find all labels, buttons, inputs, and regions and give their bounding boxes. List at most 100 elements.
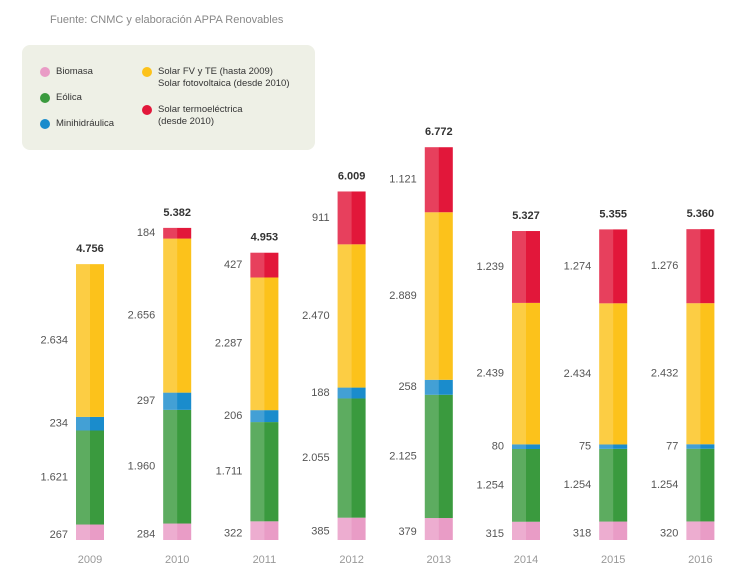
bar-segment bbox=[424, 518, 453, 540]
value-label: 188 bbox=[311, 387, 329, 399]
bar-shine bbox=[686, 444, 701, 449]
value-label: 1.254 bbox=[564, 479, 592, 491]
value-label: 2.125 bbox=[389, 450, 417, 462]
total-label: 6.009 bbox=[338, 170, 366, 182]
bar-segment bbox=[599, 229, 628, 304]
legend-swatch bbox=[40, 93, 50, 103]
bar-shine bbox=[250, 252, 265, 278]
value-label: 75 bbox=[579, 441, 591, 453]
total-label: 5.327 bbox=[512, 210, 540, 222]
bar-segment bbox=[599, 448, 628, 522]
bar-shine bbox=[512, 521, 526, 540]
bar-shine bbox=[163, 409, 178, 524]
bar-segment bbox=[337, 191, 366, 245]
bar-segment bbox=[250, 252, 279, 278]
bar-shine bbox=[686, 448, 701, 522]
value-label: 2.889 bbox=[389, 290, 417, 302]
bar-shine bbox=[250, 521, 265, 540]
bar-shine bbox=[512, 444, 526, 449]
bar-segment bbox=[686, 303, 715, 445]
x-tick-label: 2015 bbox=[601, 554, 625, 566]
value-label: 1.711 bbox=[216, 466, 243, 478]
total-label: 4.756 bbox=[76, 243, 104, 255]
legend-swatch bbox=[142, 105, 152, 115]
legend-item: Minihidráulica bbox=[40, 118, 114, 130]
bar-segment bbox=[512, 444, 540, 449]
legend-swatch bbox=[142, 67, 152, 77]
legend-label: Solar termoeléctrica (desde 2010) bbox=[158, 104, 243, 127]
legend-swatch bbox=[40, 119, 50, 129]
bar-segment bbox=[512, 521, 540, 540]
value-label: 911 bbox=[312, 212, 330, 224]
bar-shine bbox=[424, 518, 439, 540]
bar-shine bbox=[424, 379, 439, 395]
bar-shine bbox=[76, 524, 90, 540]
value-label: 1.621 bbox=[40, 471, 68, 483]
bar-segment bbox=[76, 416, 104, 431]
value-label: 284 bbox=[137, 529, 155, 541]
bar-segment bbox=[599, 444, 628, 449]
value-label: 258 bbox=[398, 381, 416, 393]
value-label: 2.470 bbox=[302, 310, 330, 322]
bar-shine bbox=[424, 147, 439, 213]
bar-segment bbox=[337, 517, 366, 540]
bar-segment bbox=[512, 448, 540, 522]
bar-shine bbox=[250, 277, 265, 411]
value-label: 2.634 bbox=[40, 334, 68, 346]
value-label: 2.434 bbox=[564, 368, 592, 380]
value-label: 2.439 bbox=[476, 368, 504, 380]
value-label: 267 bbox=[50, 529, 68, 541]
x-tick-label: 2009 bbox=[78, 554, 102, 566]
bar-segment bbox=[512, 302, 540, 445]
bar-shine bbox=[686, 229, 701, 304]
bar-segment bbox=[250, 277, 279, 411]
value-label: 80 bbox=[492, 441, 504, 453]
bar-segment bbox=[337, 387, 366, 399]
bar-segment bbox=[424, 379, 453, 395]
bar-shine bbox=[599, 521, 614, 540]
bar-shine bbox=[337, 387, 352, 399]
bar-segment bbox=[163, 227, 192, 239]
bar-segment bbox=[686, 521, 715, 540]
total-label: 5.360 bbox=[687, 208, 715, 220]
legend-swatch bbox=[40, 67, 50, 77]
bar-segment bbox=[163, 523, 192, 540]
total-label: 5.382 bbox=[163, 207, 191, 219]
value-label: 1.960 bbox=[128, 461, 156, 473]
bar-shine bbox=[163, 238, 178, 393]
bar-shine bbox=[250, 422, 265, 522]
x-tick-label: 2014 bbox=[514, 554, 538, 566]
bar-segment bbox=[424, 394, 453, 519]
bar-shine bbox=[250, 410, 265, 423]
legend-item: Solar termoeléctrica (desde 2010) bbox=[142, 104, 242, 128]
bar-segment bbox=[424, 147, 453, 213]
bar-shine bbox=[686, 303, 701, 445]
value-label: 297 bbox=[137, 395, 155, 407]
total-label: 6.772 bbox=[425, 126, 453, 138]
x-tick-label: 2013 bbox=[427, 554, 451, 566]
bar-segment bbox=[250, 422, 279, 522]
legend-item: Eólica bbox=[40, 92, 82, 104]
bar-shine bbox=[424, 394, 439, 519]
bar-segment bbox=[599, 521, 628, 540]
value-label: 1.254 bbox=[651, 479, 679, 491]
source-note: Fuente: CNMC y elaboración APPA Renovabl… bbox=[50, 14, 284, 26]
value-label: 2.656 bbox=[128, 310, 156, 322]
value-label: 1.239 bbox=[476, 261, 504, 273]
bar-shine bbox=[599, 303, 614, 445]
x-tick-label: 2016 bbox=[688, 554, 712, 566]
bar-shine bbox=[163, 227, 178, 239]
bar-segment bbox=[686, 229, 715, 304]
value-label: 315 bbox=[486, 528, 504, 540]
value-label: 427 bbox=[224, 259, 242, 271]
bar-shine bbox=[424, 212, 439, 380]
bar-segment bbox=[424, 212, 453, 380]
total-label: 5.355 bbox=[599, 208, 627, 220]
value-label: 322 bbox=[224, 528, 242, 540]
bar-segment bbox=[686, 444, 715, 449]
value-label: 184 bbox=[137, 227, 155, 239]
legend-label: Biomasa bbox=[56, 66, 93, 77]
bar-shine bbox=[163, 523, 178, 540]
